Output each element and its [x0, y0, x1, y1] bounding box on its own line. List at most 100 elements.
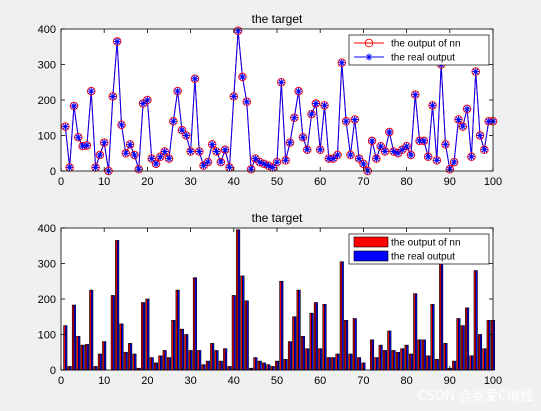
bar-real-output: [112, 295, 115, 371]
bar-real-output: [155, 362, 159, 371]
data-point-nn-output: [302, 145, 312, 154]
y-tick-label: 300: [38, 60, 56, 72]
bar-real-output: [147, 298, 150, 371]
data-point-real-output: [251, 155, 259, 163]
data-point-real-output: [433, 156, 441, 164]
data-point-nn-output: [173, 86, 182, 96]
data-point-nn-output: [147, 154, 156, 163]
bar-real-output: [315, 302, 318, 371]
bar-real-output: [432, 304, 435, 371]
data-point-nn-output: [298, 133, 308, 142]
data-point-nn-output: [380, 147, 390, 156]
data-point-nn-output: [190, 74, 200, 83]
data-point-nn-output: [445, 164, 455, 174]
data-point-real-output: [463, 105, 471, 113]
x-tick-label: 20: [141, 176, 153, 188]
data-point-real-output: [480, 146, 488, 154]
legend-label: the output of nn: [391, 39, 461, 50]
data-point-real-output: [407, 151, 415, 159]
data-point-real-output: [230, 92, 238, 100]
bar-real-output: [181, 328, 184, 371]
data-point-nn-output: [428, 101, 437, 110]
bar-real-output: [341, 261, 344, 371]
bar-real-output: [211, 343, 215, 371]
data-point-real-output: [316, 146, 324, 154]
data-point-real-output: [308, 110, 316, 118]
data-point-nn-output: [458, 122, 468, 131]
data-point-nn-output: [277, 77, 286, 87]
data-point-nn-output: [423, 152, 433, 162]
data-point-nn-output: [99, 138, 109, 147]
y-tick-label: 200: [38, 294, 56, 306]
data-point-real-output: [467, 153, 475, 161]
data-point-real-output: [299, 133, 307, 141]
data-point-real-output: [178, 126, 186, 134]
x-tick-label: 50: [271, 375, 283, 387]
bar-real-output: [324, 304, 327, 371]
bar-real-output: [255, 357, 258, 371]
data-point-real-output: [351, 116, 359, 124]
data-point-nn-output: [385, 127, 394, 137]
data-point-real-output: [403, 142, 411, 150]
bar-real-output: [203, 364, 206, 371]
data-point-real-output: [420, 137, 428, 145]
bar-real-output: [345, 319, 349, 371]
data-point-nn-output: [216, 157, 226, 167]
data-point-real-output: [61, 123, 69, 131]
bar-real-output: [419, 339, 422, 371]
data-point-nn-output: [207, 140, 217, 149]
legend-item: the output of nn: [353, 236, 461, 249]
legend-circle-marker: [364, 38, 374, 48]
data-point-real-output: [286, 139, 294, 147]
bar-real-output: [376, 357, 379, 371]
data-point-real-output: [122, 149, 130, 157]
legend-box: [348, 34, 490, 66]
bar-real-output: [185, 334, 189, 371]
bar-real-output: [116, 240, 120, 371]
data-point-real-output: [398, 146, 406, 154]
bar-real-output: [103, 341, 107, 371]
x-tick-label: 30: [184, 375, 196, 387]
data-point-nn-output: [151, 159, 161, 169]
data-point-real-output: [303, 146, 311, 154]
data-point-real-output: [429, 101, 437, 109]
data-point-nn-output: [259, 159, 269, 169]
data-point-real-output: [109, 92, 117, 100]
data-point-real-output: [126, 140, 134, 148]
bar-real-output: [354, 318, 357, 371]
bar-real-output: [350, 353, 353, 371]
y-tick-label: 100: [38, 330, 56, 342]
data-point-real-output: [459, 123, 467, 131]
x-tick-label: 60: [314, 375, 326, 387]
bar-real-output: [311, 312, 314, 371]
x-tick-label: 70: [357, 375, 369, 387]
data-point-real-output: [165, 155, 173, 163]
data-point-real-output: [213, 147, 221, 155]
x-tick-label: 80: [400, 375, 412, 387]
data-point-real-output: [333, 151, 341, 159]
x-tick-label: 10: [98, 176, 110, 188]
data-point-real-output: [321, 101, 329, 109]
data-point-real-output: [394, 149, 402, 157]
data-point-nn-output: [462, 104, 472, 114]
data-point-nn-output: [255, 157, 264, 167]
bar-real-output: [242, 275, 245, 371]
bar-real-output: [121, 323, 124, 371]
x-tick-label: 30: [184, 176, 196, 188]
data-point-nn-output: [281, 156, 290, 165]
data-point-nn-output: [242, 97, 252, 107]
data-point-nn-output: [143, 95, 152, 105]
data-point-nn-output: [354, 154, 364, 163]
data-point-real-output: [70, 102, 78, 110]
data-point-nn-output: [164, 154, 174, 163]
x-tick-label: 100: [484, 176, 502, 188]
data-point-nn-output: [389, 147, 398, 156]
data-point-real-output: [191, 75, 199, 83]
data-point-real-output: [148, 155, 156, 163]
data-point-real-output: [277, 78, 285, 86]
data-point-nn-output: [134, 164, 144, 174]
data-point-real-output: [381, 147, 389, 155]
bar-real-output: [90, 289, 94, 371]
x-tick-label: 40: [228, 375, 240, 387]
